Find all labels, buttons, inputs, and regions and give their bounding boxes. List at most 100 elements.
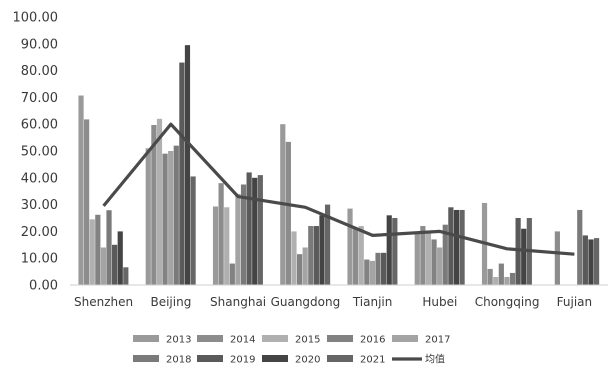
average-line-path [102,122,575,256]
legend-label: 2017 [425,335,450,346]
bar-2020-chongqing [521,228,527,285]
bar-2013-tianjin [347,208,353,285]
bar-2018-guangdong [308,226,314,285]
legend-swatch-2018 [133,355,159,362]
bar-2014-hubei [420,226,426,285]
bar-2017-hubei [437,247,443,285]
bar-2018-beijing [173,145,179,285]
average-line [102,122,575,256]
bar-2015-shanghai [224,207,230,285]
bar-2016-guangdong [296,254,303,285]
bar-2017-shanghai [235,193,241,285]
legend-label: 2015 [295,335,320,346]
bar-2020-shanghai [252,177,258,285]
bar-2018-shenzhen [106,210,112,285]
bar-2018-chongqing [509,272,516,285]
x-axis-ticks: Shenzhen Beijing Shanghai Guangdong Tianjin H… [74,295,592,309]
bar-2014-chongqing [487,268,493,285]
bar-2019-hubei [448,207,454,285]
legend-swatch-2016 [327,335,353,342]
y-tick-label: 90.00 [21,37,58,52]
bar-2017-chongqing [504,276,510,285]
y-tick-label: 70.00 [21,91,58,106]
bar-2016-tianjin [364,259,370,285]
bar-2019-tianjin [381,252,387,285]
y-tick-label: 10.00 [21,252,58,267]
bar-2017-shenzhen [100,247,107,285]
y-tick-label: 40.00 [21,171,58,186]
bar-2020-tianjin [386,215,392,285]
bar-2014-fujian [554,231,560,285]
bar-2013-shenzhen [78,95,84,286]
bar-2013-hubei [414,232,420,285]
x-tick-guangdong: Guangdong [271,295,341,309]
bar-2015-shenzhen [89,219,95,285]
legend-swatch-2019 [197,355,223,362]
legend-label: 2021 [360,355,385,366]
x-tick-shenzhen: Shenzhen [74,295,133,309]
x-tick-chongqing: Chongqing [475,295,540,309]
bar-2018-tianjin [375,252,381,285]
y-tick-label: 80.00 [21,64,58,79]
bar-2018-hubei [442,224,448,285]
legend-label: 2020 [295,355,320,366]
legend-label: 2013 [166,335,191,346]
bar-2019-chongqing [515,218,521,285]
bar-2019-guangdong [313,226,319,285]
bar-2021-hubei [459,209,465,285]
legend: 2013 2014 2015 2016 2017 2018 2019 2020 2021 均值 [133,335,450,366]
legend-swatch-2021 [327,355,353,362]
legend-label: 均值 [425,353,445,366]
y-tick-label: 60.00 [21,118,58,133]
legend-swatch-2017 [392,335,418,342]
bar-2016-beijing [162,153,168,285]
legend-label: 2016 [360,335,385,346]
legend-label: 2018 [166,355,191,366]
x-tick-beijing: Beijing [150,295,191,309]
legend-swatch-2020 [262,355,288,362]
x-tick-hubei: Hubei [422,295,457,309]
bar-2017-tianjin [369,260,376,285]
bars [78,45,600,286]
y-tick-label: 0.00 [29,279,58,294]
bar-2013-beijing [145,148,151,285]
bar-2016-hubei [431,239,437,285]
x-tick-shanghai: Shanghai [210,295,266,309]
bar-2013-shanghai [212,206,219,285]
bar-2014-shenzhen [84,119,90,285]
bar-2020-guangdong [319,215,325,285]
legend-label: 2014 [230,335,255,346]
bar-2015-beijing [156,118,163,285]
bar-2014-beijing [151,125,157,285]
bar-2016-shanghai [229,263,235,285]
bar-2014-shanghai [218,183,224,285]
bar-2018-fujian [577,209,583,285]
bar-2015-chongqing [493,276,499,285]
y-tick-label: 20.00 [21,225,58,240]
bar-2020-shenzhen [117,231,123,285]
bar-2015-guangdong [291,231,297,285]
bar-2019-shenzhen [112,244,118,285]
bar-2021-shenzhen [123,267,129,285]
bar-2015-hubei [425,231,432,285]
bar-2015-tianjin [358,226,364,285]
legend-swatch-2013 [133,335,159,342]
y-tick-label: 30.00 [21,198,58,213]
bar-2021-tianjin [392,218,398,285]
bar-2021-shanghai [257,175,263,285]
bar-2021-guangdong [324,204,331,285]
x-tick-fujian: Fujian [557,295,592,309]
bar-2018-shanghai [240,184,247,285]
bar-2017-beijing [168,151,174,285]
bar-2016-chongqing [498,263,504,285]
bar-2019-beijing [179,62,185,286]
legend-swatch-2015 [262,335,288,342]
legend-swatch-2014 [197,335,223,342]
bar-2020-fujian [588,239,594,285]
bar-2019-fujian [582,235,588,285]
bar-2020-hubei [453,209,460,285]
bar-2020-beijing [184,45,191,285]
bar-2014-guangdong [285,141,291,285]
